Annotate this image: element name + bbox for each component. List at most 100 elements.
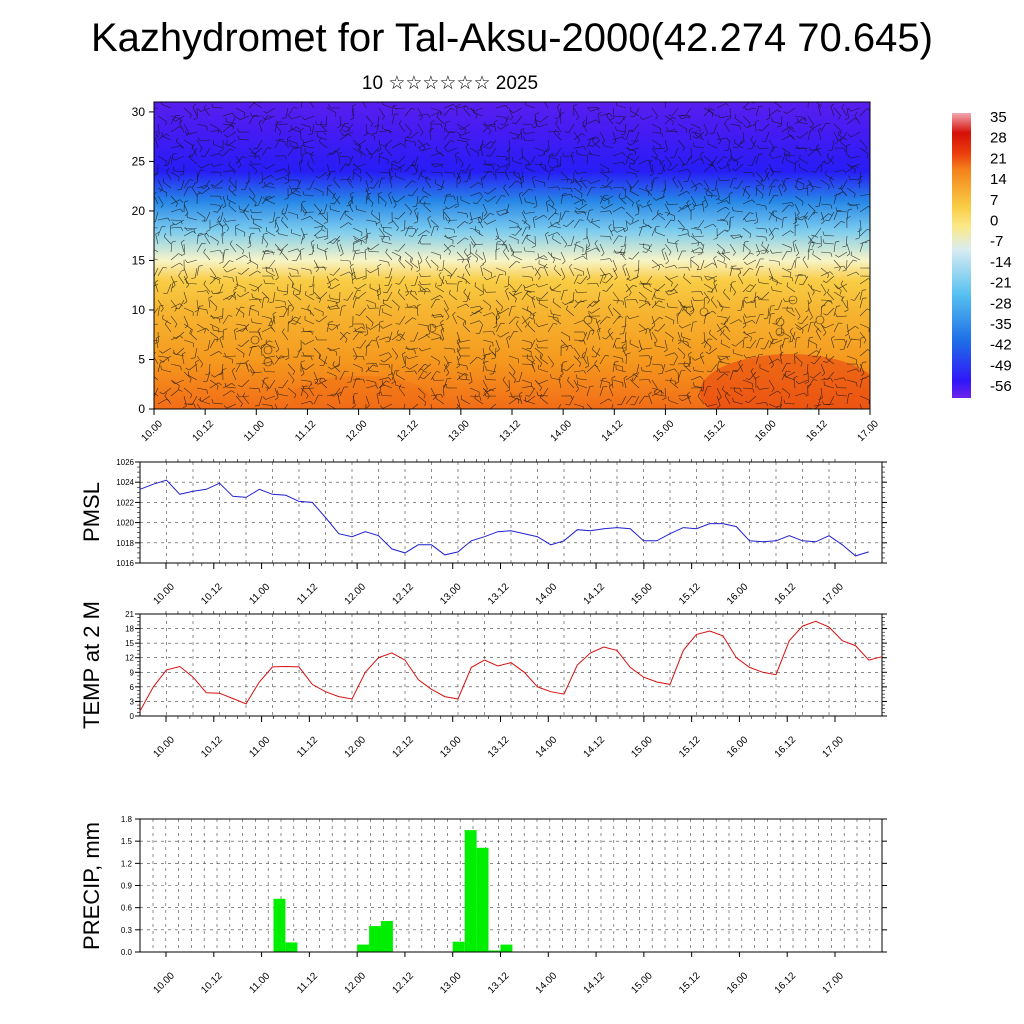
wind-barb (729, 282, 733, 293)
wind-barb (586, 300, 595, 309)
wind-barb (339, 178, 351, 181)
wind-barb (495, 307, 500, 318)
wind-barb-flag (796, 135, 801, 139)
wind-barb (183, 267, 188, 278)
wind-barb-flag (362, 323, 365, 328)
wind-barb (391, 106, 394, 117)
wind-barb-flag (230, 125, 235, 128)
calm-circle (788, 295, 798, 305)
wind-barb-flag (319, 209, 323, 213)
x-tick-label: 15.00 (629, 734, 655, 760)
wind-barb-flag (555, 120, 559, 124)
wind-barb (664, 129, 675, 133)
wind-barb (625, 154, 630, 165)
wind-barb-flag (532, 175, 536, 179)
wind-barb-flag (366, 405, 370, 409)
wind-barb-flag (827, 274, 830, 279)
wind-barb-flag (562, 368, 567, 372)
wind-barb (521, 265, 532, 269)
x-tick-label: 15.12 (677, 970, 703, 996)
wind-barb (577, 171, 588, 174)
wind-barb (785, 159, 796, 165)
wind-barb (281, 212, 289, 221)
wind-barb (807, 250, 810, 261)
wind-barb-flag (231, 295, 236, 299)
wind-barb (482, 299, 491, 307)
wind-barb (716, 200, 727, 205)
wind-barb-flag (666, 168, 671, 171)
wind-barb-flag (172, 284, 176, 289)
wind-barb (157, 398, 167, 405)
wind-barb (625, 147, 636, 152)
wind-barb-flag (712, 310, 716, 314)
wind-barb (226, 219, 237, 222)
wind-barb-flag (475, 114, 478, 119)
wind-barb (449, 293, 458, 301)
wind-barb (162, 181, 172, 189)
calm-circle (775, 317, 785, 327)
wind-barb-flag (799, 283, 804, 285)
wind-barb (605, 275, 614, 284)
wind-barb (538, 323, 549, 327)
x-tick-label: 11.00 (247, 734, 272, 759)
wind-barb (664, 315, 675, 321)
wind-barb-flag (634, 269, 639, 272)
wind-barb (170, 115, 181, 120)
wind-barb (410, 293, 419, 301)
wind-barb (404, 355, 406, 367)
wind-barb-flag (649, 173, 654, 177)
wind-barb (668, 291, 679, 296)
wind-barb-flag (262, 250, 266, 255)
wind-barb (755, 258, 761, 269)
wind-barb-flag (242, 313, 245, 318)
wind-barb (590, 153, 601, 157)
wind-barb (612, 259, 617, 270)
wind-barb (287, 283, 289, 295)
wind-barb (365, 363, 377, 365)
wind-barb (164, 395, 172, 405)
wind-barb (733, 352, 744, 357)
wind-barb-flag (695, 130, 697, 135)
wind-barb-flag (492, 165, 494, 170)
wind-barb-flag (752, 388, 755, 393)
wind-barb (423, 371, 432, 380)
wind-barb-flag (593, 411, 595, 415)
wind-barb-flag (639, 345, 643, 350)
wind-barb-flag (531, 359, 536, 363)
wind-barb-flag (710, 108, 715, 111)
wind-barb (196, 234, 199, 245)
wind-barb-flag (405, 293, 409, 297)
wind-barb-flag (515, 320, 519, 325)
wind-barb (382, 323, 393, 329)
wind-barb-flag (222, 368, 227, 371)
wind-barb (157, 299, 164, 309)
wind-barb (456, 258, 468, 261)
wind-barb-flag (528, 188, 533, 191)
wind-barb-flag (292, 260, 297, 262)
wind-barb (155, 234, 159, 245)
x-tick-label: 10.00 (151, 734, 177, 760)
wind-barb (170, 225, 172, 237)
wind-barb-flag (652, 197, 657, 201)
wind-barb-flag (295, 189, 300, 193)
wind-barb (378, 352, 389, 357)
wind-barb-flag (347, 133, 352, 137)
wind-barb (622, 266, 627, 277)
wind-barb-flag (605, 355, 610, 357)
wind-barb (487, 195, 497, 202)
wind-barb (685, 155, 692, 165)
wind-barb (677, 266, 689, 269)
wind-barb (573, 242, 577, 253)
wind-barb (716, 206, 726, 213)
wind-barb-flag (685, 365, 690, 367)
wind-barb-flag (174, 323, 178, 328)
wind-barb-flag (857, 229, 862, 233)
wind-barb (208, 363, 211, 375)
wind-barb (326, 238, 336, 245)
wind-barb (508, 226, 519, 229)
wind-barb-flag (594, 360, 598, 364)
wind-barb (378, 227, 385, 237)
wind-barb (781, 387, 790, 395)
wind-barb-flag (552, 298, 555, 303)
wind-barb (377, 115, 380, 126)
